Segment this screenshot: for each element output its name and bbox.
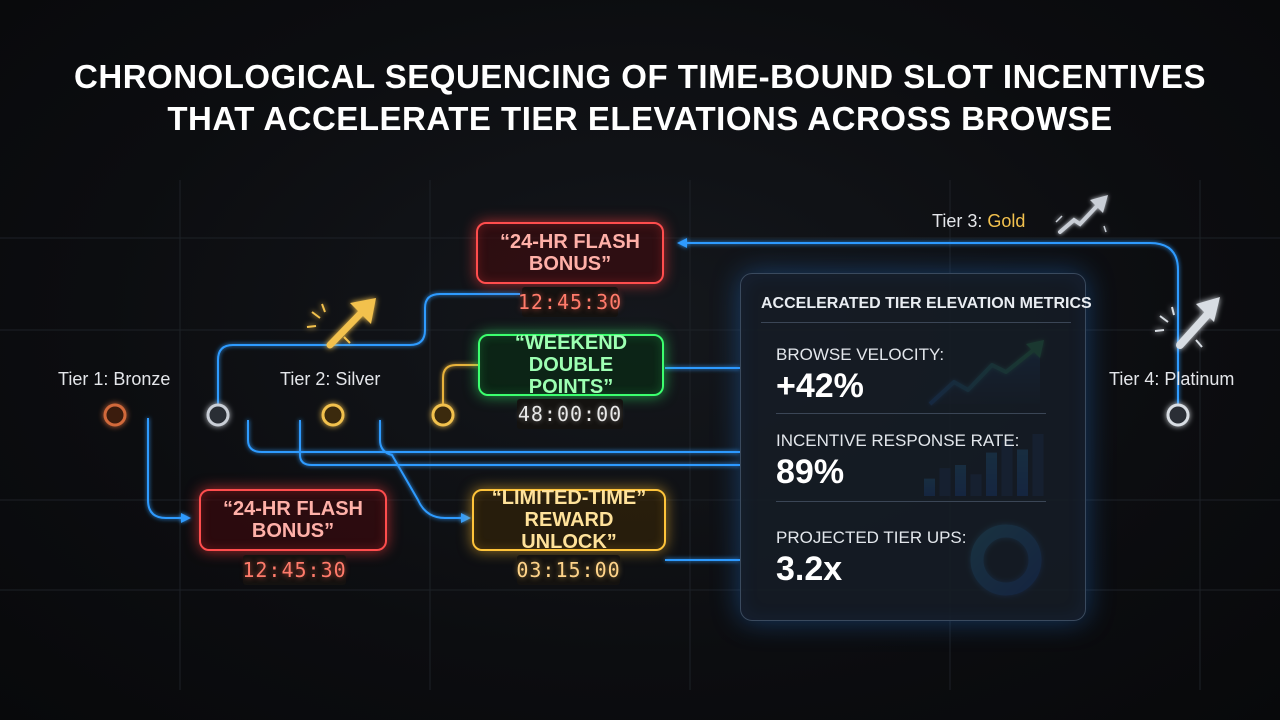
tier-label-gold-level: Gold	[987, 211, 1026, 231]
connector-bronze-to-flash	[147, 418, 191, 523]
panel-title-divider	[761, 322, 1071, 323]
node-bronze	[103, 403, 127, 427]
timeline-nodes	[103, 403, 1190, 427]
node-silver	[206, 403, 230, 427]
connector-platinum-to-flash	[677, 238, 1179, 405]
title-line-2: THAT ACCELERATE TIER ELEVATIONS ACROSS B…	[167, 100, 1113, 137]
timer-flash-bonus-bottom: 12:45:30	[242, 555, 346, 585]
browse-velocity-label: BROWSE VELOCITY:	[776, 345, 945, 364]
node-platinum	[1166, 403, 1190, 427]
tier-label-gold-prefix: Tier 3:	[932, 211, 988, 231]
metric-divider-1	[776, 413, 1046, 414]
tier-label-gold: Tier 3: Gold	[932, 211, 1025, 232]
timer-weekend-double-points: 48:00:00	[517, 399, 623, 429]
connector-lower-2	[299, 420, 740, 466]
tier-ups-value: 3.2x	[776, 550, 843, 588]
connector-gold-to-limited	[379, 420, 471, 523]
metric-divider-2	[776, 501, 1046, 502]
incentive-card-flash-bonus-top[interactable]: “24-HR FLASH BONUS”	[476, 222, 664, 284]
connector-silver-to-flash-top	[217, 293, 520, 405]
tier-label-bronze: Tier 1: Bronze	[58, 369, 171, 389]
browse-velocity-value: +42%	[776, 367, 864, 405]
connector-lower-1	[247, 420, 740, 453]
title-line-1: CHRONOLOGICAL SEQUENCING OF TIME-BOUND S…	[74, 58, 1206, 95]
metrics-panel: ACCELERATED TIER ELEVATION METRICS BROWS…	[740, 273, 1092, 621]
tier-label-silver: Tier 2: Silver	[280, 369, 381, 389]
node-gold	[321, 403, 345, 427]
response-rate-label: INCENTIVE RESPONSE RATE:	[776, 431, 1020, 450]
connector-node-to-weekend	[442, 364, 478, 405]
tier-up-arrow-icon-gold	[1055, 195, 1108, 234]
tier-label-platinum: Tier 4: Platinum	[1109, 369, 1235, 389]
tier-ups-label: PROJECTED TIER UPS:	[776, 528, 967, 547]
tier-up-arrow-icon-silver	[306, 298, 376, 349]
metrics-panel-title: ACCELERATED TIER ELEVATION METRICS	[761, 295, 1092, 312]
node-gold-2	[431, 403, 455, 427]
connector-paths	[147, 238, 1179, 561]
incentive-card-flash-bonus-bottom[interactable]: “24-HR FLASH BONUS”	[199, 489, 387, 551]
incentive-card-weekend-double-points[interactable]: “WEEKEND DOUBLE POINTS”	[478, 332, 664, 398]
incentive-card-limited-time-reward[interactable]: “LIMITED-TIME” REWARD UNLOCK”	[472, 487, 666, 553]
page-title: CHRONOLOGICAL SEQUENCING OF TIME-BOUND S…	[0, 56, 1280, 140]
timer-flash-bonus-top: 12:45:30	[518, 287, 621, 317]
timer-limited-time-reward: 03:15:00	[516, 555, 620, 585]
response-rate-value: 89%	[776, 453, 845, 491]
tier-up-arrow-icon-platinum	[1154, 297, 1220, 349]
